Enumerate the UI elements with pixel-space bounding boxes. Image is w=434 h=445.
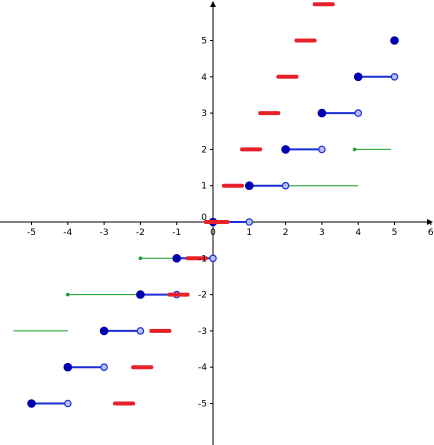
y-tick-label: -1 <box>198 254 207 264</box>
blue-open-endpoint <box>64 399 72 408</box>
y-tick-label: -2 <box>198 291 207 301</box>
y-tick-label: -3 <box>198 327 207 337</box>
x-tick-label: 2 <box>283 228 289 238</box>
blue-closed-endpoint <box>281 145 290 154</box>
y-tick-label: 2 <box>201 145 207 155</box>
x-tick-label: 4 <box>355 228 361 238</box>
x-tick-label: 6 <box>428 228 434 238</box>
x-tick-label: 5 <box>392 228 398 238</box>
y-tick-label: -5 <box>198 400 207 410</box>
origin-label: 0 <box>201 213 207 223</box>
blue-closed-endpoint <box>390 36 399 45</box>
green-endpoint-dot <box>138 256 143 261</box>
green-endpoint-dot <box>352 147 357 152</box>
y-tick-label: 1 <box>201 182 207 192</box>
tick-labels-layer: -5 -4 -3 -2 -1 0 1 2 3 4 5 6 -5 -4 -3 -2 -1 1 2 3 4 5 0 <box>27 37 434 410</box>
blue-open-endpoint <box>209 254 217 263</box>
blue-closed-endpoint <box>245 181 254 190</box>
red-series-layer <box>112 2 335 406</box>
blue-open-endpoint <box>100 363 108 372</box>
blue-open-endpoint <box>354 109 363 117</box>
blue-open-endpoint <box>245 218 254 226</box>
blue-closed-endpoint <box>353 72 363 82</box>
x-tick-label: -1 <box>172 228 181 238</box>
green-endpoint-dot <box>66 292 70 297</box>
blue-open-endpoint <box>281 181 290 190</box>
y-tick-label: 5 <box>201 37 207 47</box>
x-tick-label: -4 <box>63 228 72 238</box>
blue-closed-endpoint <box>172 253 181 263</box>
blue-closed-endpoint <box>317 108 327 118</box>
y-axis-arrow <box>210 1 216 7</box>
x-tick-label: 3 <box>319 228 325 238</box>
blue-closed-endpoint <box>63 362 73 372</box>
blue-open-endpoint <box>318 145 326 154</box>
blue-closed-endpoint <box>27 399 36 408</box>
blue-open-endpoint <box>136 327 145 335</box>
x-tick-label: -3 <box>100 228 109 238</box>
x-tick-label: 1 <box>246 228 252 238</box>
x-tick-label: 0 <box>210 228 216 238</box>
green-series-layer <box>13 147 391 332</box>
blue-closed-endpoint <box>99 326 109 336</box>
y-tick-label: 4 <box>201 73 207 83</box>
blue-closed-endpoint <box>136 290 145 299</box>
blue-open-endpoint <box>390 73 399 81</box>
y-tick-label: -4 <box>198 363 207 373</box>
y-tick-label: 3 <box>201 109 207 119</box>
x-axis-arrow <box>427 219 433 225</box>
x-tick-label: -2 <box>136 228 145 238</box>
x-tick-label: -5 <box>27 228 36 238</box>
